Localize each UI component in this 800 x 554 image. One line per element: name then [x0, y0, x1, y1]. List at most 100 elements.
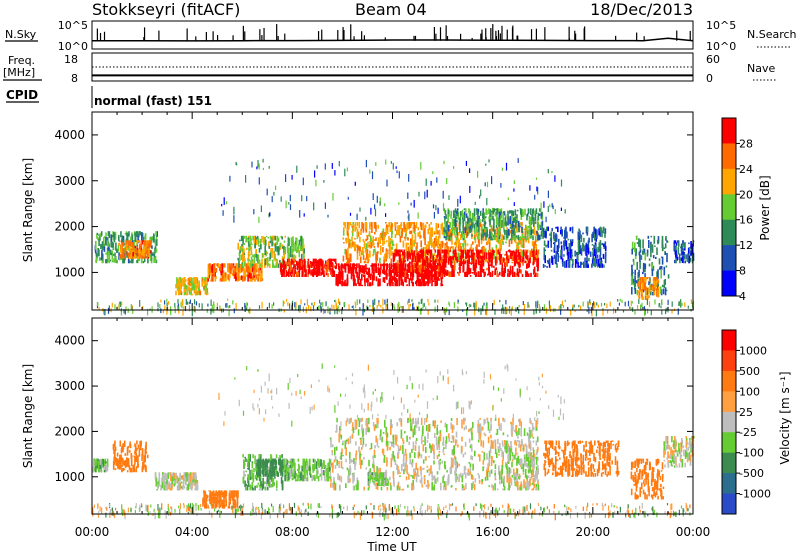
power-cell: [361, 222, 363, 229]
power-cell: [249, 235, 252, 242]
power-cell: [596, 265, 599, 268]
power-cell: [251, 243, 253, 246]
power-cell: [539, 227, 542, 231]
power-cell: [480, 265, 483, 268]
velocity-cell: [142, 461, 144, 470]
power-cell: [530, 208, 532, 215]
power-cell: [356, 244, 359, 254]
power-cell: [128, 258, 130, 261]
power-cell: [354, 267, 356, 270]
power-cell: [448, 222, 450, 224]
power-cell: [346, 274, 349, 278]
power-cell: [274, 253, 276, 262]
power-cell: [474, 222, 477, 225]
power-ground-cell: [319, 299, 321, 304]
power-cell: [289, 269, 292, 276]
power-cell: [577, 255, 579, 263]
velocity-cell: [245, 458, 247, 462]
power-cell: [425, 265, 428, 267]
power-ground-cell: [421, 307, 423, 311]
power-cell: [366, 235, 368, 237]
power-cell: [335, 274, 338, 279]
power-cell: [420, 266, 423, 276]
power-cell: [534, 240, 537, 246]
velocity-cell: [218, 498, 221, 504]
power-cell: [362, 255, 365, 260]
power-cell: [426, 258, 429, 264]
power-cell: [139, 243, 141, 250]
velocity-cell: [231, 496, 234, 501]
power-cell: [479, 210, 482, 216]
power-cell: [391, 223, 393, 230]
power-ground-cell: [436, 305, 439, 313]
power-cell: [258, 261, 261, 264]
power-cell: [553, 254, 556, 259]
power-cell: [132, 251, 134, 257]
power-cell: [684, 254, 686, 260]
power-cell: [652, 255, 655, 259]
power-cell: [239, 239, 241, 242]
power-cell: [543, 240, 546, 246]
power-cell: [479, 263, 482, 271]
power-cell: [464, 227, 466, 234]
power-cell: [635, 248, 637, 255]
power-cell: [292, 260, 294, 263]
power-cell: [443, 253, 446, 263]
power-cell: [371, 263, 373, 270]
power-cell: [361, 265, 364, 274]
power-cell: [446, 220, 448, 230]
power-cell: [428, 245, 430, 252]
cpid-label: CPID: [6, 88, 38, 102]
velocity-cell: [93, 466, 96, 471]
power-cell: [361, 284, 363, 287]
power-cell: [256, 254, 258, 262]
power-cell: [251, 267, 254, 273]
power-ground-cell: [268, 302, 270, 309]
power-cell: [363, 240, 366, 249]
power-cell: [237, 242, 239, 250]
power-cell: [560, 241, 563, 245]
power-cell: [493, 250, 495, 253]
power-cell: [445, 230, 448, 235]
power-cell: [512, 217, 515, 223]
power-cell: [515, 249, 518, 255]
power-cell: [651, 263, 653, 271]
power-cell: [133, 249, 136, 259]
power-ground-cell: [510, 308, 512, 316]
power-cell: [427, 241, 430, 247]
velocity-panel-bg: [92, 318, 693, 514]
power-ground-cell: [640, 305, 642, 308]
power-cell: [643, 277, 646, 283]
power-cell: [401, 279, 404, 284]
power-cell: [564, 261, 566, 268]
power-cell: [431, 227, 433, 237]
power-ground-cell: [382, 298, 384, 306]
power-cell: [141, 254, 143, 259]
power-cell: [462, 259, 465, 269]
power-ground-cell: [380, 304, 382, 308]
velocity-cell: [175, 473, 177, 480]
power-ground-cell: [198, 303, 200, 308]
power-ground-cell: [412, 303, 414, 310]
power-cell: [389, 243, 392, 252]
power-cell: [455, 214, 458, 217]
power-cell: [604, 251, 607, 257]
power-speckle: [262, 158, 264, 163]
velocity-cell: [167, 472, 170, 479]
power-cell: [257, 277, 260, 282]
power-speckle: [457, 198, 459, 207]
power-cell: [401, 279, 403, 282]
velocity-cell: [279, 458, 282, 463]
power-cell: [500, 242, 502, 251]
power-ground-cell: [322, 308, 325, 315]
power-cell: [514, 252, 516, 258]
power-cell: [676, 254, 678, 257]
velocity-cell: [129, 441, 131, 446]
power-speckle: [527, 213, 529, 217]
power-cell: [362, 250, 365, 256]
power-cell: [657, 236, 660, 244]
power-cell: [437, 259, 439, 264]
power-cell: [638, 295, 640, 298]
power-speckle: [344, 168, 346, 177]
power-cell: [374, 263, 377, 267]
